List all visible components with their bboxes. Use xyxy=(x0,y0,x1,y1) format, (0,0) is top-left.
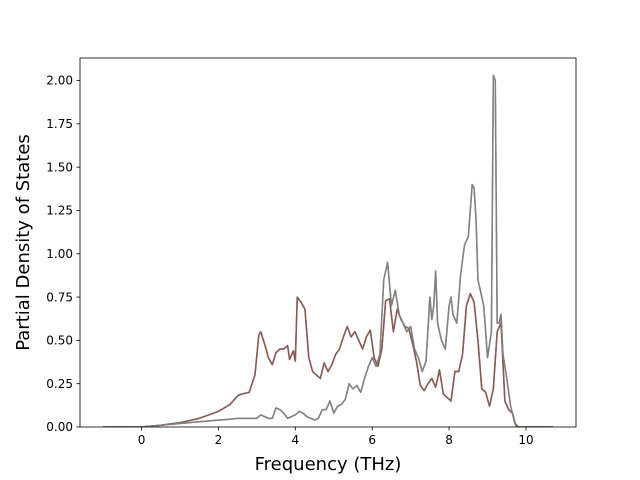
series-line-3 xyxy=(103,292,553,427)
y-axis-label: Partial Density of States xyxy=(13,134,34,351)
y-tick-label: 2.00 xyxy=(46,74,73,88)
y-tick-label: 0.00 xyxy=(46,420,73,434)
y-tick-label: 1.75 xyxy=(46,117,73,131)
plot-frame xyxy=(79,57,577,428)
y-tick-label: 1.25 xyxy=(46,204,73,218)
x-tick-label: 4 xyxy=(291,433,299,447)
series-line-4 xyxy=(103,74,553,427)
y-tick-label: 0.75 xyxy=(46,290,73,304)
x-tick-label: 10 xyxy=(518,433,533,447)
x-tick-label: 8 xyxy=(445,433,453,447)
x-tick-label: 6 xyxy=(368,433,376,447)
series-layer xyxy=(103,74,553,427)
x-axis-label: Frequency (THz) xyxy=(255,454,402,475)
y-axis-ticks: 0.00 0.25 0.50 0.75 1.00 1.25 1.50 1.75 2.00 xyxy=(46,74,80,434)
x-tick-label: 0 xyxy=(138,433,146,447)
x-axis-ticks: 0 2 4 6 8 10 xyxy=(138,427,534,447)
y-tick-label: 0.50 xyxy=(46,334,73,348)
y-tick-label: 1.50 xyxy=(46,160,73,174)
x-tick-label: 2 xyxy=(215,433,223,447)
y-tick-label: 0.25 xyxy=(46,377,73,391)
y-tick-label: 1.00 xyxy=(46,247,73,261)
